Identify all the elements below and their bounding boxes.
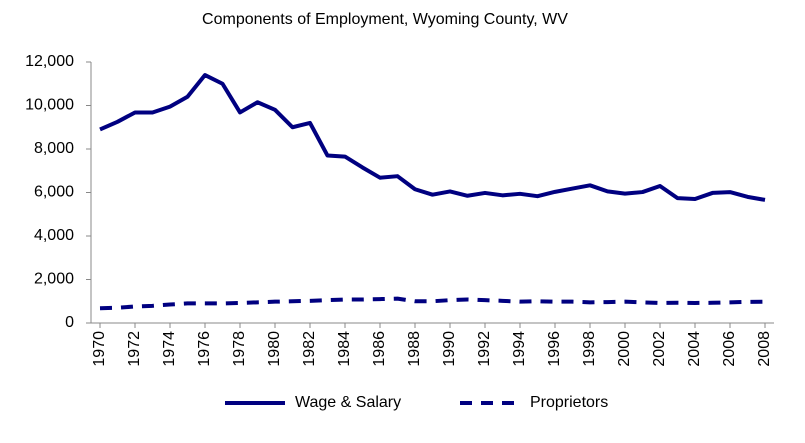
legend-label: Proprietors: [530, 394, 608, 411]
x-tick-label: 2004: [686, 331, 703, 367]
x-tick-label: 1970: [91, 331, 108, 367]
x-tick-label: 1988: [406, 331, 423, 367]
y-tick-label: 12,000: [25, 53, 74, 70]
legend-label: Wage & Salary: [295, 394, 401, 411]
x-tick-label: 1984: [336, 331, 353, 367]
series-line: [99, 296, 766, 311]
x-tick-label: 1974: [161, 331, 178, 367]
x-tick-label: 1992: [476, 331, 493, 367]
y-tick-label: 0: [65, 314, 74, 331]
y-tick-label: 4,000: [34, 227, 74, 244]
y-tick-label: 8,000: [34, 140, 74, 157]
x-tick-label: 2006: [721, 331, 738, 367]
x-tick-label: 1990: [441, 331, 458, 367]
x-tick-label: 2000: [616, 331, 633, 367]
x-tick-label: 1986: [371, 331, 388, 367]
y-tick-label: 2,000: [34, 271, 74, 288]
x-tick-label: 2008: [756, 331, 773, 367]
x-tick-label: 1998: [581, 331, 598, 367]
x-tick-label: 1980: [266, 331, 283, 367]
x-tick-label: 1996: [546, 331, 563, 367]
chart-title: Components of Employment, Wyoming County…: [202, 11, 568, 28]
x-tick-label: 1976: [196, 331, 213, 367]
x-tick-label: 1978: [231, 331, 248, 367]
series-line: [99, 73, 766, 202]
x-tick-label: 2002: [651, 331, 668, 367]
x-tick-label: 1982: [301, 331, 318, 367]
y-tick-label: 6,000: [34, 184, 74, 201]
x-tick-label: 1994: [511, 331, 528, 367]
y-tick-label: 10,000: [25, 97, 74, 114]
x-tick-label: 1972: [126, 331, 143, 367]
